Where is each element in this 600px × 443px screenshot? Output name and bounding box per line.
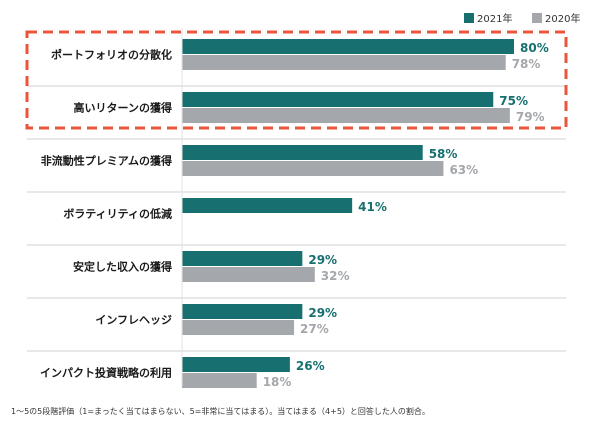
value-label-2020: 63% bbox=[449, 163, 478, 177]
bar-2021 bbox=[182, 251, 303, 266]
legend: 2021年 2020年 bbox=[464, 12, 580, 25]
bar-2021 bbox=[182, 39, 514, 54]
value-label-2021: 29% bbox=[308, 253, 337, 267]
value-label-2021: 75% bbox=[499, 94, 528, 108]
chart-row-4: 安定した収入の獲得 29% 32% bbox=[27, 244, 566, 283]
chart-row-1: 高いリターンの獲得 75% 79% bbox=[27, 85, 566, 124]
bar-2021 bbox=[182, 357, 290, 372]
chart-rows: ポートフォリオの分散化 80% 78% 高いリターンの獲得 75% 79% 非流動性プレミア… bbox=[27, 39, 566, 389]
category-label: ボラティリティの低減 bbox=[63, 207, 172, 221]
category-label: ポートフォリオの分散化 bbox=[51, 48, 172, 62]
value-label-2020: 32% bbox=[321, 269, 350, 283]
value-label-2020: 79% bbox=[516, 110, 545, 124]
legend-label-0: 2021年 bbox=[477, 12, 512, 25]
highlight-box bbox=[25, 30, 568, 130]
value-label-2021: 80% bbox=[520, 41, 549, 55]
bar-2020 bbox=[182, 320, 295, 335]
legend-swatch-1 bbox=[532, 13, 542, 23]
bar-2020 bbox=[182, 161, 444, 176]
chart-row-6: インパクト投資戦略の利用 26% 18% bbox=[27, 350, 566, 389]
legend-label-1: 2020年 bbox=[545, 12, 580, 25]
category-label: インフレヘッジ bbox=[95, 314, 172, 327]
bar-2020 bbox=[182, 108, 510, 123]
value-label-2021: 41% bbox=[358, 200, 387, 214]
category-label: インパクト投資戦略の利用 bbox=[40, 366, 172, 380]
bar-2021 bbox=[182, 145, 423, 160]
bar-2021 bbox=[182, 198, 353, 213]
bar-2020 bbox=[182, 267, 315, 282]
value-label-2020: 18% bbox=[263, 375, 292, 389]
chart-row-0: ポートフォリオの分散化 80% 78% bbox=[51, 39, 549, 71]
category-label: 高いリターンの獲得 bbox=[74, 101, 172, 115]
category-label: 安定した収入の獲得 bbox=[73, 260, 172, 274]
bar-2021 bbox=[182, 92, 494, 107]
value-label-2020: 27% bbox=[300, 322, 329, 336]
category-label: 非流動性プレミアムの獲得 bbox=[41, 154, 172, 168]
legend-swatch-0 bbox=[464, 13, 474, 23]
chart-row-2: 非流動性プレミアムの獲得 58% 63% bbox=[27, 138, 566, 177]
value-label-2020: 78% bbox=[512, 57, 541, 71]
value-label-2021: 58% bbox=[429, 147, 458, 161]
chart-row-5: インフレヘッジ 29% 27% bbox=[27, 297, 566, 336]
footnote: 1〜5の5段階評価（1=まったく当てはまらない、5=非常に当てはまる）。当てはま… bbox=[11, 406, 430, 416]
value-label-2021: 26% bbox=[296, 359, 325, 373]
value-label-2021: 29% bbox=[308, 306, 337, 320]
bar-2020 bbox=[182, 373, 257, 388]
chart-row-3: ボラティリティの低減 41% bbox=[27, 191, 566, 221]
bar-2020 bbox=[182, 55, 506, 70]
bar-2021 bbox=[182, 304, 303, 319]
